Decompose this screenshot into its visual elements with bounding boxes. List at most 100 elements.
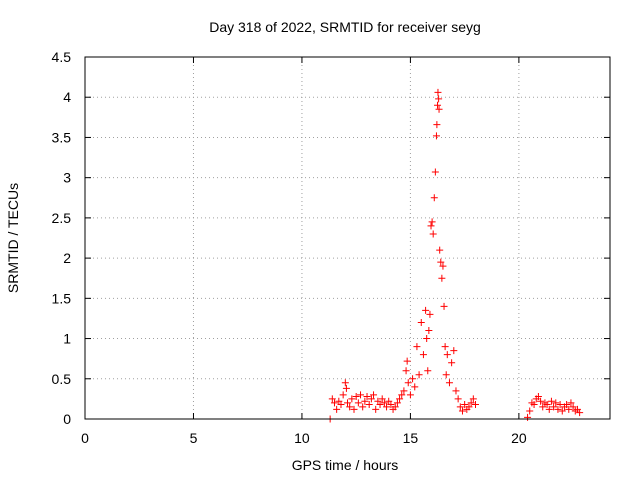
data-point <box>365 401 373 409</box>
axis-ticks <box>84 56 610 420</box>
data-point <box>547 397 555 405</box>
data-point <box>556 401 564 409</box>
data-point <box>448 359 456 367</box>
data-point <box>576 409 584 417</box>
data-point <box>550 403 558 411</box>
data-point <box>442 371 450 379</box>
data-point <box>530 401 538 409</box>
data-point <box>398 391 406 399</box>
data-point <box>539 403 547 411</box>
data-point <box>357 391 365 399</box>
y-tick-label: 4.5 <box>52 49 72 65</box>
data-point <box>467 399 475 407</box>
data-point <box>545 405 553 413</box>
data-point <box>471 401 479 409</box>
data-point <box>411 383 419 391</box>
y-tick-label: 0.5 <box>52 371 72 387</box>
chart-title: Day 318 of 2022, SRMTID for receiver sey… <box>209 19 481 35</box>
data-point <box>352 392 360 400</box>
data-point <box>450 347 458 355</box>
x-axis-label: GPS time / hours <box>292 457 399 473</box>
data-point <box>376 401 384 409</box>
data-point <box>445 379 453 387</box>
y-tick-label: 1.5 <box>52 290 72 306</box>
data-point <box>554 405 562 413</box>
y-tick-label: 0 <box>63 411 71 427</box>
plot-frame <box>84 56 611 420</box>
data-point <box>402 367 410 375</box>
data-point <box>344 399 351 407</box>
x-tick-labels: 0 5 10 15 20 <box>81 430 527 446</box>
data-point <box>417 318 425 326</box>
data-point <box>393 399 401 407</box>
data-point <box>434 88 442 96</box>
data-point <box>443 351 451 359</box>
x-tick-label: 5 <box>190 430 198 446</box>
data-point <box>396 395 404 403</box>
data-point <box>438 274 446 282</box>
x-tick-label: 15 <box>403 430 419 446</box>
data-point <box>350 405 358 413</box>
data-point <box>422 306 430 314</box>
data-point <box>427 222 435 230</box>
data-point <box>370 391 378 399</box>
data-point <box>569 403 577 411</box>
y-tick-labels: 0 0.5 1 1.5 2 2.5 3 3.5 4 4.5 <box>52 49 72 427</box>
data-point <box>526 407 534 415</box>
data-point <box>330 399 338 407</box>
data-point <box>387 401 395 409</box>
data-point <box>430 194 438 202</box>
data-point <box>469 395 477 403</box>
data-point <box>441 343 449 351</box>
x-tick-label: 10 <box>294 430 310 446</box>
data-point <box>328 395 336 403</box>
data-point <box>563 401 571 409</box>
x-tick-label: 0 <box>81 430 89 446</box>
data-point <box>341 379 349 387</box>
data-point <box>419 351 427 359</box>
x-tick-label: 20 <box>511 430 527 446</box>
data-point <box>437 258 445 266</box>
data-point <box>378 395 386 403</box>
data-point <box>524 413 532 421</box>
data-point <box>415 371 423 379</box>
data-point <box>452 387 460 395</box>
data-point <box>465 403 473 411</box>
data-points <box>326 88 584 423</box>
data-point <box>400 387 408 395</box>
data-point <box>354 399 362 407</box>
data-point <box>367 395 375 403</box>
data-point <box>565 405 573 413</box>
data-point <box>456 403 464 411</box>
grid <box>85 57 610 419</box>
data-point <box>342 384 350 392</box>
data-point <box>426 310 434 318</box>
data-point <box>454 395 462 403</box>
data-point <box>558 407 566 415</box>
data-point <box>461 401 469 409</box>
data-point <box>440 302 448 310</box>
data-point <box>435 95 443 103</box>
data-point <box>372 405 380 413</box>
data-point <box>439 262 447 270</box>
data-point <box>435 105 443 113</box>
data-point <box>413 343 421 351</box>
y-tick-label: 3.5 <box>52 129 72 145</box>
y-axis-label: SRMTID / TECUs <box>5 183 21 293</box>
y-tick-label: 1 <box>63 331 71 347</box>
data-point <box>567 399 575 407</box>
data-point <box>432 132 440 140</box>
data-point <box>431 168 439 176</box>
data-point <box>348 395 356 403</box>
data-point <box>337 401 345 409</box>
data-point <box>339 391 347 399</box>
data-point <box>423 335 431 343</box>
data-point <box>406 391 414 399</box>
y-tick-label: 3 <box>63 170 71 186</box>
data-point <box>403 357 411 365</box>
data-point <box>333 405 341 413</box>
data-point <box>429 230 437 238</box>
data-point <box>404 379 412 387</box>
data-point <box>363 392 371 400</box>
